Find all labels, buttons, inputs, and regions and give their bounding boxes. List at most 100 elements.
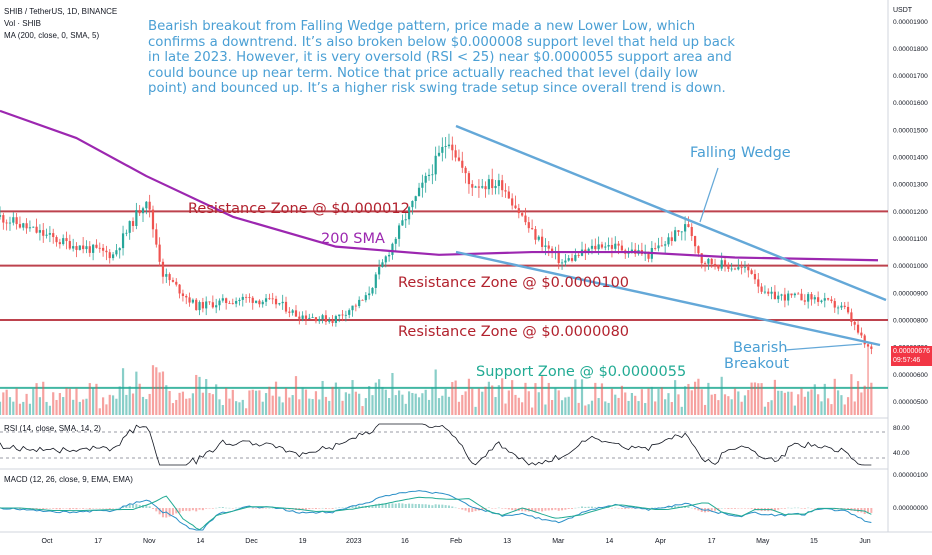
candle-body: [308, 317, 311, 319]
candle-body: [737, 267, 740, 270]
candle-body: [800, 293, 803, 301]
candle-body: [361, 299, 364, 301]
macd-histogram-bar: [311, 508, 314, 509]
candle-body: [314, 317, 318, 322]
candle-body: [251, 297, 254, 303]
volume-bar: [72, 399, 75, 415]
volume-bar: [371, 395, 374, 415]
candle-body: [158, 244, 161, 262]
volume-bar: [0, 401, 2, 415]
volume-bar: [381, 387, 384, 415]
volume-bar: [451, 382, 454, 415]
macd-histogram-bar: [371, 505, 374, 508]
volume-bar: [654, 401, 657, 415]
macd-histogram-bar: [630, 508, 633, 509]
macd-histogram-bar: [75, 508, 78, 510]
volume-bar: [98, 408, 101, 415]
volume-bar: [647, 388, 650, 415]
candle-body: [827, 298, 830, 300]
volume-bar: [800, 388, 803, 415]
volume-bar: [797, 394, 800, 415]
candle-body: [341, 314, 344, 316]
macd-histogram-bar: [803, 508, 806, 509]
symbol-legend[interactable]: SHIB / TetherUS, 1D, BINANCE: [4, 7, 118, 16]
macd-histogram-bar: [145, 505, 148, 508]
candle-body: [294, 310, 298, 317]
candle-body: [98, 247, 101, 249]
candle-body: [441, 146, 444, 153]
macd-histogram-bar: [667, 506, 670, 508]
volume-bar: [135, 371, 138, 415]
volume-bar: [55, 399, 58, 415]
candle-body: [680, 231, 683, 233]
volume-bar: [427, 399, 431, 415]
volume-bar: [198, 376, 201, 415]
candle-body: [531, 228, 534, 230]
macd-histogram-bar: [95, 508, 98, 509]
candle-body: [544, 245, 547, 247]
volume-bar: [348, 393, 351, 415]
volume-bar: [8, 397, 12, 415]
macd-histogram-bar: [308, 508, 311, 510]
y-tick-label: 0.00001200: [893, 209, 928, 216]
macd-histogram-bar: [617, 508, 620, 509]
volume-bar: [82, 399, 85, 415]
volume-bar: [88, 383, 91, 415]
macd-histogram-bar: [694, 508, 697, 510]
volume-bar: [368, 386, 371, 415]
volume-bar: [215, 384, 218, 415]
volume-bar: [394, 395, 397, 415]
volume-bar: [667, 393, 670, 415]
candle-body: [411, 201, 414, 208]
macd-histogram-bar: [870, 508, 873, 513]
macd-histogram-bar: [447, 505, 450, 508]
candle-body: [507, 191, 510, 199]
volume-bar: [78, 401, 81, 415]
volume-bar: [92, 387, 95, 415]
macd-histogram-bar: [461, 508, 464, 510]
x-tick-label: Mar: [552, 538, 565, 545]
macd-histogram-bar: [547, 508, 550, 511]
quote-unit: USDT: [893, 7, 913, 14]
macd-histogram-bar: [474, 508, 477, 512]
y-tick-label: 0.00000900: [893, 290, 928, 297]
volume-bar: [594, 382, 597, 415]
macd-histogram-bar: [128, 504, 131, 508]
volume-bar: [245, 408, 248, 415]
macd-histogram-bar: [221, 507, 224, 508]
volume-bar: [637, 401, 640, 415]
volume-bar: [321, 380, 324, 415]
macd-histogram-bar: [714, 508, 717, 511]
y-tick-label: 0.00001900: [893, 19, 928, 26]
volume-bar: [501, 378, 504, 415]
candle-body: [248, 297, 251, 298]
resistance-12-label: Resistance Zone @ $0.000012: [188, 201, 410, 217]
rsi-legend[interactable]: RSI (14, close, SMA, 14, 2): [4, 424, 101, 433]
volume-bar: [304, 389, 308, 415]
volume-bar: [421, 393, 424, 415]
macd-histogram-bar: [720, 507, 723, 509]
volume-bar: [188, 398, 191, 415]
volume-bar: [793, 405, 796, 415]
macd-histogram-bar: [341, 507, 344, 509]
volume-bar: [807, 391, 810, 415]
macd-histogram-bar: [797, 507, 800, 509]
candle-body: [660, 245, 663, 247]
volume-bar: [45, 401, 48, 415]
candle-body: [228, 303, 231, 304]
ma-legend[interactable]: MA (200, close, 0, SMA, 5): [4, 31, 100, 40]
macd-histogram-bar: [198, 508, 201, 510]
candle-body: [763, 291, 767, 293]
candle-body: [22, 223, 25, 228]
candle-body: [331, 320, 334, 323]
macd-histogram-bar: [727, 508, 730, 509]
volume-bar: [690, 390, 693, 415]
volume-bar: [271, 395, 274, 415]
macd-legend[interactable]: MACD (12, 26, close, 9, EMA, EMA): [4, 475, 133, 484]
candle-body: [191, 299, 194, 303]
macd-histogram-bar: [65, 508, 68, 509]
volume-legend[interactable]: Vol · SHIB: [4, 19, 41, 28]
candle-body: [853, 321, 856, 325]
candle-body: [321, 315, 324, 320]
candle-body: [783, 294, 786, 301]
